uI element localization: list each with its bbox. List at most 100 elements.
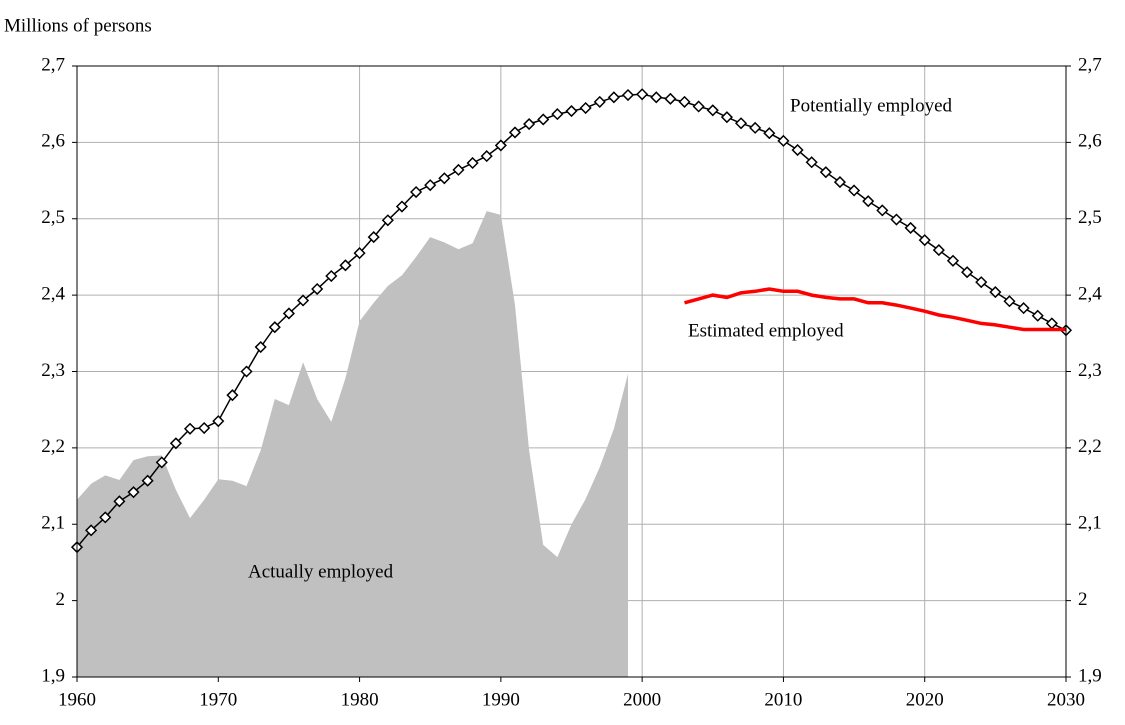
marker: [791, 143, 804, 157]
marker: [410, 185, 423, 199]
marker: [169, 437, 182, 450]
marker: [537, 113, 550, 126]
marker: [99, 511, 112, 524]
marker: [466, 156, 479, 170]
marker: [1003, 295, 1016, 308]
marker: [113, 495, 126, 508]
marker: [240, 365, 253, 378]
marker: [268, 321, 281, 334]
marker: [777, 134, 790, 147]
marker: [339, 259, 352, 272]
y-tick-label: 2,5: [41, 207, 65, 228]
marker: [706, 104, 719, 117]
marker: [749, 121, 762, 134]
series-label: Potentially employed: [790, 95, 953, 116]
marker: [367, 231, 380, 244]
y-tick-label: 2,1: [41, 513, 65, 534]
marker: [636, 88, 649, 101]
y2-tick-label: 2,5: [1078, 207, 1102, 228]
marker: [876, 204, 889, 217]
marker: [805, 156, 818, 169]
marker: [692, 100, 705, 113]
marker: [226, 389, 239, 402]
marker: [621, 88, 635, 102]
y2-tick-label: 1,9: [1078, 665, 1102, 686]
x-tick-label: 1980: [341, 689, 379, 710]
marker: [438, 172, 451, 185]
marker: [848, 184, 861, 197]
marker: [282, 307, 295, 320]
x-tick-label: 2020: [906, 689, 944, 710]
marker: [1045, 317, 1058, 330]
marker: [480, 150, 493, 163]
y2-tick-label: 2,2: [1078, 436, 1102, 457]
marker: [819, 166, 832, 179]
marker: [254, 340, 267, 354]
marker: [904, 221, 917, 234]
marker: [381, 214, 394, 227]
marker: [763, 127, 776, 140]
marker: [395, 200, 409, 213]
marker: [720, 111, 733, 124]
y2-tick-label: 2: [1078, 589, 1088, 610]
marker: [353, 247, 366, 260]
line: [684, 287, 1066, 332]
labels: 1,9 1,9 2 2 2,1 2,1 2,2 2,2 2,3 2,3 2,4 2,4 2,5 2,5 2,…: [41, 54, 1102, 710]
x-tick-label: 1970: [199, 689, 237, 710]
marker: [325, 269, 338, 283]
y-tick-label: 2,3: [41, 360, 65, 381]
y-tick-label: 2,4: [41, 283, 65, 304]
marker: [975, 276, 988, 289]
marker: [650, 91, 663, 104]
marker: [918, 234, 931, 247]
y2-tick-label: 2,6: [1078, 131, 1102, 152]
marker: [85, 524, 98, 537]
y2-tick-label: 2,1: [1078, 513, 1102, 534]
y2-tick-label: 2,4: [1078, 283, 1102, 304]
y2-tick-label: 2,7: [1078, 54, 1102, 75]
marker: [1017, 302, 1030, 315]
marker: [141, 474, 154, 487]
marker: [932, 244, 945, 257]
marker: [565, 105, 578, 118]
y-tick-label: 2,6: [41, 131, 65, 152]
x-tick-label: 2010: [764, 689, 802, 710]
marker: [593, 95, 606, 108]
y-tick-label: 2,2: [41, 436, 65, 457]
y-axis-label: Millions of persons: [4, 15, 152, 36]
marker: [833, 176, 847, 189]
x-tick-label: 2000: [623, 689, 661, 710]
marker: [296, 294, 310, 307]
y-tick-label: 2: [56, 589, 66, 610]
marks: [70, 88, 1073, 677]
marker: [946, 254, 960, 267]
marker: [607, 91, 620, 104]
line: [76, 93, 1067, 548]
marker: [212, 415, 225, 428]
marker: [664, 92, 677, 105]
marker: [183, 422, 197, 435]
marker: [424, 179, 437, 192]
marker: [198, 421, 211, 435]
y-tick-label: 2,7: [41, 54, 65, 75]
marker: [734, 117, 748, 130]
marker: [678, 95, 691, 108]
x-tick-label: 1960: [58, 689, 96, 710]
marker: [523, 117, 536, 131]
marker: [311, 282, 324, 296]
marker: [890, 213, 903, 226]
x-tick-label: 2030: [1047, 689, 1085, 710]
marker: [551, 108, 564, 121]
marker: [508, 126, 522, 139]
series-label: Estimated employed: [688, 320, 844, 341]
y-tick-label: 1,9: [41, 665, 65, 686]
marker: [155, 456, 168, 469]
marker: [862, 195, 875, 208]
y2-tick-label: 2,3: [1078, 360, 1102, 381]
x-tick-label: 1990: [482, 689, 520, 710]
marker: [961, 266, 974, 279]
series-label: Actually employed: [248, 561, 394, 582]
marker: [579, 101, 592, 115]
